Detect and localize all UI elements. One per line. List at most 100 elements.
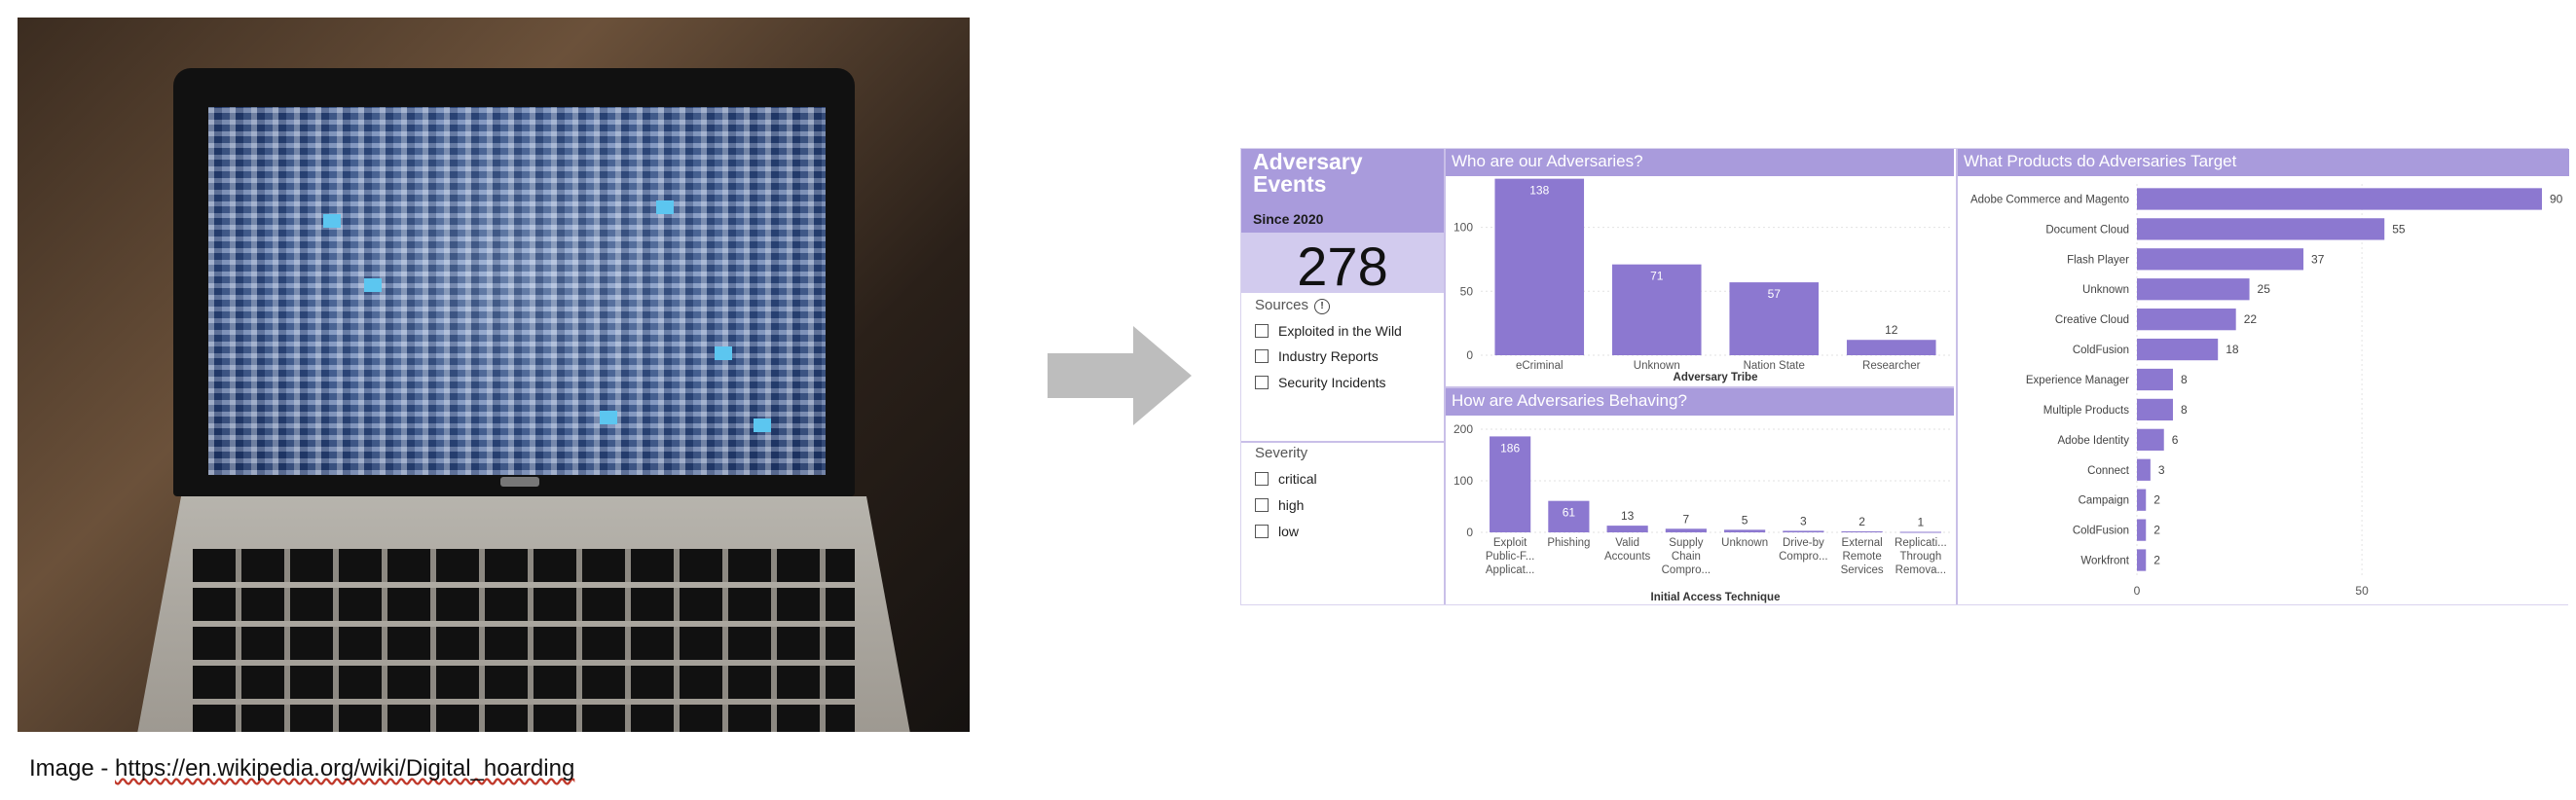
data-label: 3 xyxy=(2158,463,2165,477)
bar xyxy=(1665,528,1707,532)
data-label: 22 xyxy=(2244,312,2258,326)
laptop-keys xyxy=(193,543,855,732)
x-tick-label: Services xyxy=(1841,564,1884,576)
x-tick-label: 0 xyxy=(2134,584,2141,598)
severity-option-critical[interactable]: critical xyxy=(1255,470,1317,488)
bar xyxy=(2137,398,2173,421)
digital-hoarding-photo xyxy=(18,18,970,732)
x-tick-label: Researcher xyxy=(1862,360,1921,372)
bar xyxy=(1548,500,1590,532)
bar xyxy=(2137,278,2250,301)
option-label: high xyxy=(1278,497,1305,513)
data-label: 8 xyxy=(2181,373,2188,386)
y-tick-label: Multiple Products xyxy=(2043,405,2129,417)
severity-option-high[interactable]: high xyxy=(1255,496,1304,514)
option-label: Exploited in the Wild xyxy=(1278,323,1402,339)
bar xyxy=(1724,529,1766,532)
checkbox[interactable] xyxy=(1255,498,1269,512)
checkbox[interactable] xyxy=(1255,472,1269,486)
severity-option-low[interactable]: low xyxy=(1255,523,1299,540)
data-label: 3 xyxy=(1800,514,1807,527)
data-label: 71 xyxy=(1650,270,1664,283)
y-tick-label: 100 xyxy=(1454,221,1473,235)
total-count: 278 xyxy=(1297,236,1388,297)
sources-slicer-title: Sources! xyxy=(1255,297,1331,314)
option-label: Industry Reports xyxy=(1278,348,1379,364)
y-tick-label: Unknown xyxy=(2082,284,2129,296)
panel-title: Who are our Adversaries? xyxy=(1446,149,1954,176)
data-label: 2 xyxy=(2153,554,2160,567)
x-tick-label: Nation State xyxy=(1744,360,1805,372)
data-label: 186 xyxy=(1500,441,1520,455)
total-count-card: 278 xyxy=(1241,233,1444,297)
checkbox[interactable] xyxy=(1255,349,1269,363)
checkbox[interactable] xyxy=(1255,525,1269,538)
adversary-tribe-panel: Who are our Adversaries? 0 50 100 138 eCrimi… xyxy=(1446,149,1954,388)
x-tick-label: Chain xyxy=(1672,551,1701,563)
x-tick-label: Through xyxy=(1899,551,1941,563)
bar xyxy=(1783,530,1824,532)
y-tick-label: ColdFusion xyxy=(2073,526,2129,537)
bar xyxy=(2137,188,2542,210)
panel-title: How are Adversaries Behaving? xyxy=(1446,388,1954,416)
option-label: critical xyxy=(1278,471,1317,487)
dashboard-subtitle: Since 2020 xyxy=(1253,211,1324,227)
bar xyxy=(2137,368,2173,391)
data-label: 6 xyxy=(2172,433,2179,447)
data-label: 2 xyxy=(2153,524,2160,537)
x-tick-label: External xyxy=(1842,537,1883,549)
option-label: Security Incidents xyxy=(1278,375,1386,390)
bar xyxy=(1606,526,1648,532)
data-label: 18 xyxy=(2226,343,2239,356)
y-tick-label: Workfront xyxy=(2080,556,2129,567)
caption-prefix: Image - xyxy=(29,755,116,782)
x-tick-label: Remote xyxy=(1842,551,1881,563)
y-tick-label: Adobe Commerce and Magento xyxy=(1970,194,2129,205)
source-option-exploited[interactable]: Exploited in the Wild xyxy=(1255,322,1402,340)
bar xyxy=(2137,338,2219,361)
source-option-industry-reports[interactable]: Industry Reports xyxy=(1255,347,1379,365)
adversary-dashboard: Adversary Events Since 2020 278 Sources!… xyxy=(1240,148,2569,605)
data-label: 8 xyxy=(2181,403,2188,417)
targeted-products-panel: What Products do Adversaries Target 0 50 A… xyxy=(1956,149,2569,604)
x-tick-label: Exploit xyxy=(1493,537,1527,549)
x-axis-label: Adversary Tribe xyxy=(1674,372,1758,383)
x-tick-label: Public-F... xyxy=(1486,551,1535,563)
data-label: 12 xyxy=(1885,323,1898,337)
info-icon[interactable]: ! xyxy=(1314,299,1331,314)
initial-access-chart: 0 100 200 186 Exploit Public-F...Applicat... 6… xyxy=(1454,422,1950,603)
y-tick-label: Flash Player xyxy=(2067,254,2129,266)
x-tick-label: Remova... xyxy=(1895,564,1946,576)
initial-access-panel: How are Adversaries Behaving? 0 100 200 186… xyxy=(1446,388,1954,604)
caption-url[interactable]: https://en.wikipedia.org/wiki/Digital_ho… xyxy=(115,755,575,782)
data-label: 13 xyxy=(1621,509,1635,523)
cluttered-desktop-screen xyxy=(208,107,826,475)
data-label: 138 xyxy=(1529,184,1549,198)
bar xyxy=(1611,264,1702,355)
option-label: low xyxy=(1278,524,1300,539)
checkbox[interactable] xyxy=(1255,376,1269,389)
x-tick-label: Drive-by xyxy=(1783,537,1824,549)
y-tick-label: Creative Cloud xyxy=(2055,314,2129,326)
data-label: 5 xyxy=(1742,513,1748,527)
checkbox[interactable] xyxy=(1255,324,1269,338)
bar xyxy=(2137,309,2236,331)
data-label: 25 xyxy=(2258,282,2271,296)
data-label: 1 xyxy=(1918,515,1925,528)
y-tick-label: Experience Manager xyxy=(2026,375,2129,386)
y-tick-label: Campaign xyxy=(2079,495,2129,507)
source-option-security-incidents[interactable]: Security Incidents xyxy=(1255,374,1386,391)
x-tick-label: Accounts xyxy=(1604,551,1651,563)
filter-panel: Adversary Events Since 2020 278 Sources!… xyxy=(1241,149,1446,604)
bar xyxy=(1729,282,1820,355)
bar xyxy=(2137,218,2385,240)
bar xyxy=(1841,530,1883,532)
bar xyxy=(1494,178,1585,355)
bar xyxy=(2137,489,2147,511)
x-tick-label: eCriminal xyxy=(1516,360,1564,372)
x-tick-label: Compro... xyxy=(1662,564,1711,576)
x-tick-label: 50 xyxy=(2355,584,2369,598)
data-label: 2 xyxy=(2153,493,2160,507)
data-label: 7 xyxy=(1683,512,1690,526)
image-caption: Image - https://en.wikipedia.org/wiki/Di… xyxy=(29,755,574,782)
